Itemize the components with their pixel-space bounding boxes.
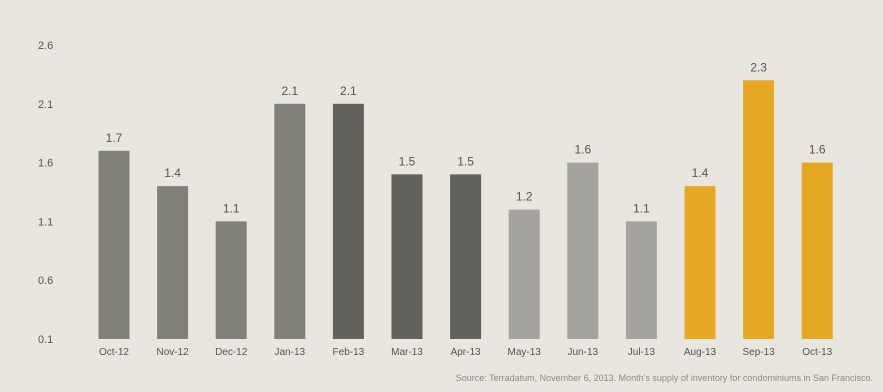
bar-jun-13 <box>567 162 599 339</box>
bar-feb-13 <box>332 103 364 339</box>
value-label: 2.1 <box>340 84 357 98</box>
bar-jul-13 <box>625 221 657 339</box>
bar-oct-13 <box>801 162 833 339</box>
y-tick-label: 1.6 <box>38 158 53 170</box>
x-tick-label: Oct-13 <box>802 347 832 358</box>
x-axis: Oct-12 Nov-12 Dec-12 Jan-13 Feb-13 Mar-13 Apr-… <box>99 347 833 358</box>
x-tick-label: Dec-12 <box>215 347 248 358</box>
y-tick-label: 2.6 <box>38 40 53 52</box>
value-label: 1.1 <box>633 201 650 215</box>
value-label: 2.1 <box>281 84 298 98</box>
x-tick-label: Feb-13 <box>333 347 365 358</box>
value-label: 1.1 <box>223 201 240 215</box>
x-tick-label: Nov-12 <box>156 347 189 358</box>
y-tick-label: 0.6 <box>38 275 53 287</box>
value-label: 1.6 <box>574 143 591 157</box>
bar-sep-13 <box>743 80 775 339</box>
y-tick-label: 0.1 <box>38 334 53 346</box>
source-note: Source: Terradatum, November 6, 2013. Mo… <box>455 373 873 383</box>
bar-apr-13 <box>450 174 482 339</box>
bar-mar-13 <box>391 174 423 339</box>
value-label: 1.2 <box>516 190 533 204</box>
x-tick-label: Apr-13 <box>451 347 481 358</box>
y-axis: 2.6 2.1 1.6 1.1 0.6 0.1 <box>38 40 53 346</box>
bar-jan-13 <box>274 103 306 339</box>
x-tick-label: Mar-13 <box>391 347 423 358</box>
x-tick-label: Jul-13 <box>628 347 656 358</box>
bars <box>98 80 833 339</box>
value-label: 1.4 <box>164 166 181 180</box>
bar-dec-12 <box>215 221 247 339</box>
x-tick-label: Jan-13 <box>275 347 306 358</box>
bar-oct-12 <box>98 150 130 339</box>
bar-aug-13 <box>684 186 716 339</box>
bar-may-13 <box>508 209 540 339</box>
x-tick-label: Oct-12 <box>99 347 129 358</box>
x-tick-label: Aug-13 <box>684 347 717 358</box>
value-label: 1.4 <box>692 166 709 180</box>
x-tick-label: Sep-13 <box>742 347 775 358</box>
value-label: 1.7 <box>106 131 123 145</box>
y-tick-label: 2.1 <box>38 99 53 111</box>
x-tick-label: Jun-13 <box>568 347 599 358</box>
x-tick-label: May-13 <box>508 347 542 358</box>
value-label: 1.5 <box>457 154 474 168</box>
value-label: 1.6 <box>809 143 826 157</box>
bar-nov-12 <box>157 186 189 339</box>
value-label: 2.3 <box>750 60 767 74</box>
value-label: 1.5 <box>399 154 416 168</box>
y-tick-label: 1.1 <box>38 216 53 228</box>
value-labels: 1.7 1.4 1.1 2.1 2.1 1.5 1.5 1.2 1.6 1.1 1.4 2.3 1.6 <box>106 60 826 215</box>
